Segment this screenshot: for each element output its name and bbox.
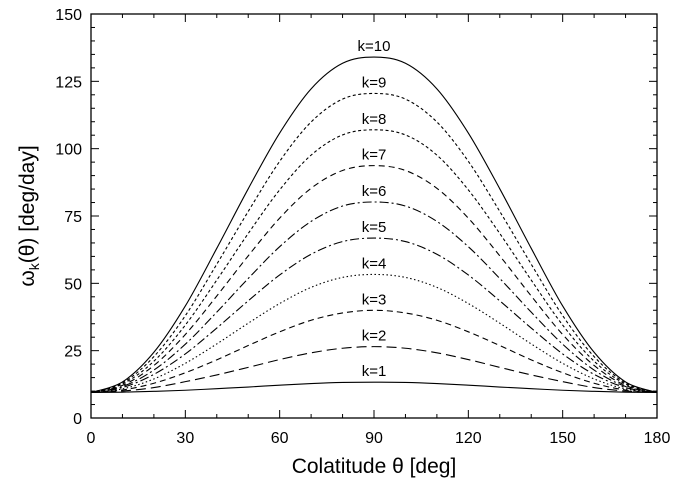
x-tick-label: 30	[176, 430, 194, 447]
y-tick-label: 100	[55, 142, 82, 159]
series-label-5: k=5	[362, 219, 387, 236]
series-label-9: k=9	[362, 74, 387, 91]
series-label-6: k=6	[362, 183, 387, 200]
y-axis-title-rest: (θ) [deg/day]	[16, 145, 39, 263]
series-labels-group: k=1 k=2 k=3 k=4 k=5 k=6 k=7 k=8 k=9 k=10	[358, 38, 391, 380]
series-label-2: k=2	[362, 328, 387, 345]
x-tick-label: 120	[455, 430, 482, 447]
x-tick-label: 60	[271, 430, 289, 447]
series-label-7: k=7	[362, 147, 387, 164]
y-tick-label: 25	[64, 344, 82, 361]
series-label-1: k=1	[362, 363, 387, 380]
series-label-4: k=4	[362, 255, 387, 272]
series-label-10: k=10	[358, 38, 391, 55]
y-tick-label: 125	[55, 74, 82, 91]
y-tick-label: 0	[73, 411, 82, 428]
x-axis-title: Colatitude θ [deg]	[292, 455, 457, 478]
y-tick-label: 75	[64, 209, 82, 226]
y-tick-label: 150	[55, 7, 82, 24]
series-line-7	[90, 165, 658, 393]
series-label-8: k=8	[362, 111, 387, 128]
series-line-9	[90, 92, 658, 393]
series-line-8	[90, 129, 658, 393]
series-line-5	[90, 237, 658, 393]
y-axis-title: ωk(θ) [deg/day]	[16, 145, 42, 286]
y-tick-label: 50	[64, 276, 82, 293]
tick-labels-group: 0 30 60 90 120 150 180 0 25 50 75 100 125 150	[55, 7, 670, 447]
plot-frame	[90, 13, 658, 419]
series-line-1	[90, 381, 658, 393]
x-tick-label: 0	[87, 430, 96, 447]
y-axis-title-symbol: ω	[16, 270, 39, 286]
y-axis-title-subscript: k	[26, 262, 42, 270]
series-line-2	[90, 346, 658, 393]
series-group	[90, 56, 658, 393]
x-tick-label: 150	[549, 430, 576, 447]
series-line-6	[90, 201, 658, 393]
x-tick-label: 180	[644, 430, 671, 447]
series-line-10	[90, 56, 658, 393]
x-tick-label: 90	[365, 430, 383, 447]
series-label-3: k=3	[362, 291, 387, 308]
